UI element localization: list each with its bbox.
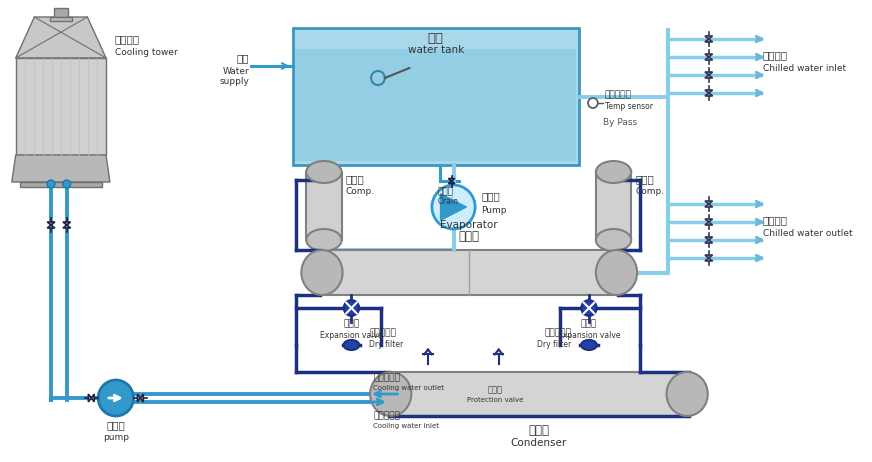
Polygon shape xyxy=(705,36,712,39)
Polygon shape xyxy=(705,222,712,225)
Bar xyxy=(296,49,576,161)
Polygon shape xyxy=(705,93,712,96)
Text: 冷凝器: 冷凝器 xyxy=(528,424,549,437)
Polygon shape xyxy=(88,394,92,402)
Text: 补水: 补水 xyxy=(237,53,249,63)
Text: 冷却水出口: 冷却水出口 xyxy=(373,373,400,382)
Ellipse shape xyxy=(596,229,631,251)
Text: Dry filter: Dry filter xyxy=(537,340,571,349)
Polygon shape xyxy=(63,225,71,228)
Polygon shape xyxy=(705,204,712,207)
Text: Cooling water inlet: Cooling water inlet xyxy=(373,423,439,429)
Bar xyxy=(306,172,342,240)
Ellipse shape xyxy=(306,161,342,183)
Text: Evaporator: Evaporator xyxy=(440,220,498,230)
Text: 温度传感器: 温度传感器 xyxy=(604,90,631,99)
Polygon shape xyxy=(705,72,712,75)
Text: 压缩机: 压缩机 xyxy=(635,174,654,184)
Ellipse shape xyxy=(666,372,708,416)
Circle shape xyxy=(47,180,55,188)
Text: 安全阀: 安全阀 xyxy=(487,385,502,394)
Polygon shape xyxy=(92,394,94,402)
Text: Expansion valve: Expansion valve xyxy=(558,331,620,340)
Bar xyxy=(16,58,106,155)
Text: 干燥过滤器: 干燥过滤器 xyxy=(369,328,396,337)
Text: Expansion valve: Expansion valve xyxy=(320,331,383,340)
Text: 膨胀阀: 膨胀阀 xyxy=(344,319,359,328)
Text: Comp.: Comp. xyxy=(635,187,664,196)
Polygon shape xyxy=(140,394,143,402)
Polygon shape xyxy=(705,57,712,60)
Text: Comp.: Comp. xyxy=(345,187,375,196)
Text: 蒸发器: 蒸发器 xyxy=(459,230,480,243)
Polygon shape xyxy=(440,194,467,220)
Bar xyxy=(391,372,687,416)
Polygon shape xyxy=(705,75,712,78)
Text: 冰水出口: 冰水出口 xyxy=(763,215,787,225)
Text: 排水口: 排水口 xyxy=(438,187,454,196)
Text: 水箱: 水箱 xyxy=(428,31,444,44)
Polygon shape xyxy=(12,155,110,182)
Ellipse shape xyxy=(581,340,596,350)
Text: 冷却水入口: 冷却水入口 xyxy=(373,411,400,420)
Circle shape xyxy=(588,98,598,108)
Polygon shape xyxy=(63,222,71,225)
Text: pump: pump xyxy=(103,433,129,442)
Circle shape xyxy=(371,71,385,85)
Text: supply: supply xyxy=(220,78,249,86)
Ellipse shape xyxy=(596,250,637,295)
Text: 循环泵: 循环泵 xyxy=(481,191,500,201)
Text: By Pass: By Pass xyxy=(603,118,637,127)
Text: water tank: water tank xyxy=(408,45,464,55)
Circle shape xyxy=(582,300,596,316)
Text: Water: Water xyxy=(222,67,249,75)
Polygon shape xyxy=(705,255,712,258)
Polygon shape xyxy=(705,258,712,261)
Polygon shape xyxy=(705,90,712,93)
Text: 冰水入口: 冰水入口 xyxy=(763,50,787,60)
Bar xyxy=(292,28,579,165)
Polygon shape xyxy=(705,219,712,222)
Circle shape xyxy=(63,180,71,188)
Polygon shape xyxy=(448,178,455,181)
Text: Condenser: Condenser xyxy=(511,438,567,448)
Text: Protection valve: Protection valve xyxy=(467,397,523,403)
Text: Cooling water outlet: Cooling water outlet xyxy=(373,385,444,391)
Polygon shape xyxy=(448,181,455,183)
Text: 干燥过滤器: 干燥过滤器 xyxy=(544,328,571,337)
Text: 冷却水塔: 冷却水塔 xyxy=(115,34,140,44)
Polygon shape xyxy=(705,240,712,243)
Circle shape xyxy=(344,300,359,316)
Text: Dry filter: Dry filter xyxy=(369,340,404,349)
Text: 冷却泵: 冷却泵 xyxy=(106,420,126,430)
Text: Chilled water outlet: Chilled water outlet xyxy=(763,229,852,238)
Ellipse shape xyxy=(302,250,343,295)
Ellipse shape xyxy=(596,161,631,183)
Text: Orain: Orain xyxy=(438,197,459,206)
Bar xyxy=(20,182,102,187)
Ellipse shape xyxy=(370,372,412,416)
Text: 膨胀阀: 膨胀阀 xyxy=(581,319,597,328)
Text: Temp sensor: Temp sensor xyxy=(604,102,653,111)
Text: Chilled water inlet: Chilled water inlet xyxy=(763,64,846,73)
Text: Pump: Pump xyxy=(481,206,507,215)
Polygon shape xyxy=(705,39,712,42)
Circle shape xyxy=(432,185,475,229)
Bar xyxy=(322,250,617,295)
Polygon shape xyxy=(16,17,106,58)
Bar xyxy=(54,8,68,17)
Ellipse shape xyxy=(344,340,359,350)
Polygon shape xyxy=(47,225,55,228)
Polygon shape xyxy=(705,237,712,240)
Circle shape xyxy=(99,380,133,416)
Polygon shape xyxy=(705,54,712,57)
Text: 压缩机: 压缩机 xyxy=(345,174,364,184)
Polygon shape xyxy=(138,394,140,402)
Bar xyxy=(596,172,631,240)
Polygon shape xyxy=(47,222,55,225)
Bar xyxy=(50,17,72,21)
Polygon shape xyxy=(705,201,712,204)
Text: Cooling tower: Cooling tower xyxy=(115,48,178,57)
Ellipse shape xyxy=(306,229,342,251)
